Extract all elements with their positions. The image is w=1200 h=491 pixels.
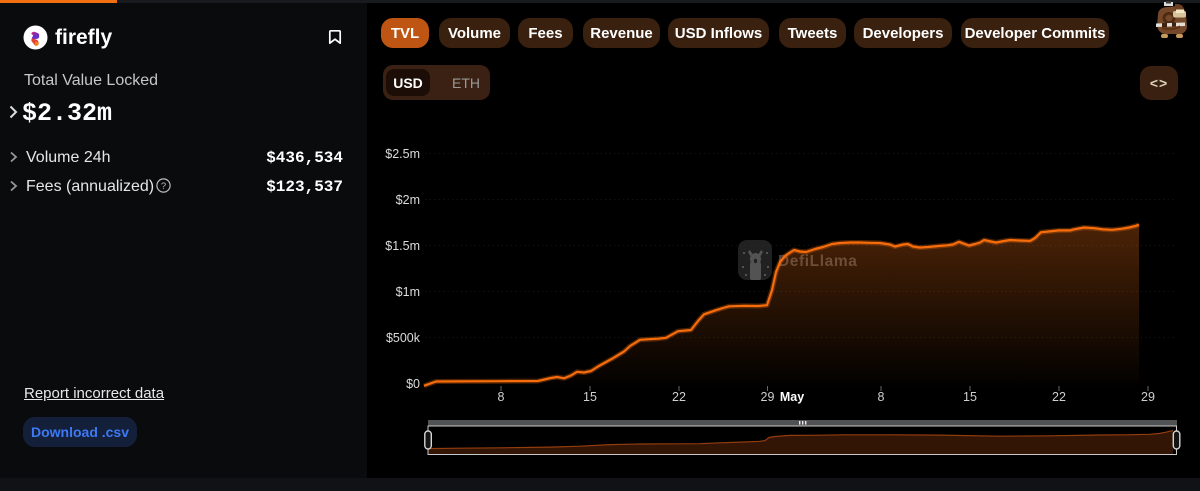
svg-text:8: 8 — [878, 390, 885, 404]
svg-text:22: 22 — [1052, 390, 1066, 404]
svg-text:29: 29 — [1141, 390, 1155, 404]
svg-text:$500k: $500k — [386, 331, 421, 345]
svg-text:15: 15 — [963, 390, 977, 404]
svg-text:8: 8 — [498, 390, 505, 404]
svg-text:$1m: $1m — [396, 285, 420, 299]
svg-text:May: May — [780, 390, 804, 404]
svg-text:$2m: $2m — [396, 193, 420, 207]
svg-text:$0: $0 — [406, 377, 420, 391]
svg-text:?: ? — [161, 181, 166, 192]
svg-text:22: 22 — [672, 390, 686, 404]
svg-text:$1.5m: $1.5m — [385, 239, 420, 253]
svg-text:$2.5m: $2.5m — [385, 147, 420, 161]
svg-text:15: 15 — [583, 390, 597, 404]
svg-text:29: 29 — [761, 390, 775, 404]
